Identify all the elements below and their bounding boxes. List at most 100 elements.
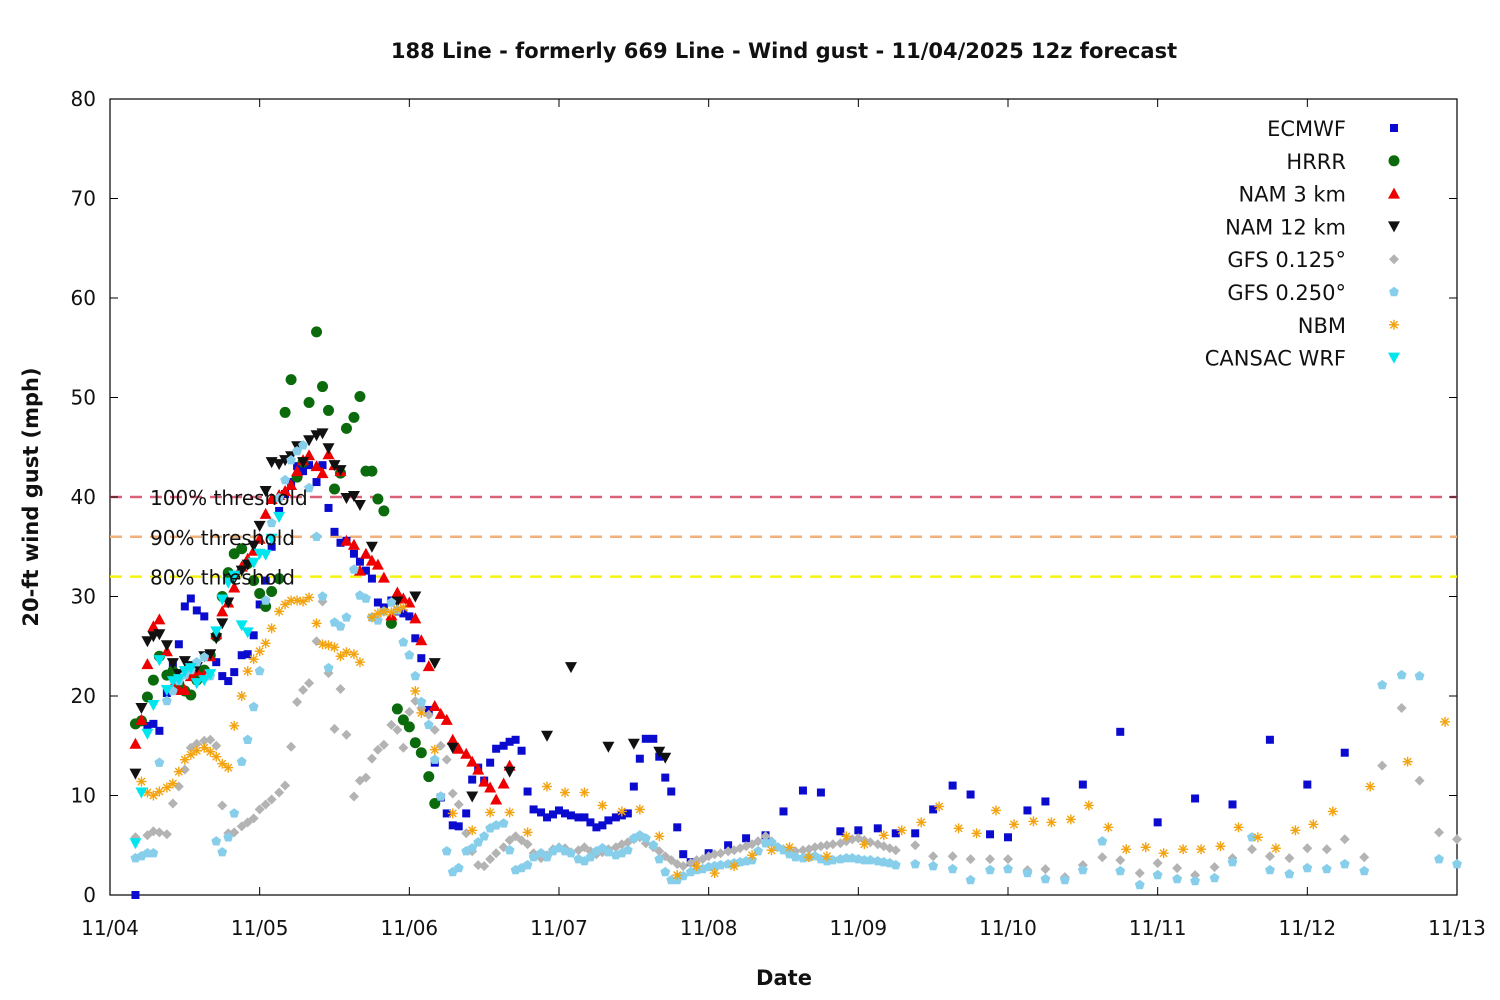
data-point xyxy=(555,806,563,815)
data-point xyxy=(504,807,515,818)
data-point xyxy=(260,799,271,810)
data-point xyxy=(273,573,285,585)
data-point xyxy=(131,891,140,899)
data-point xyxy=(200,612,209,621)
data-point xyxy=(1140,842,1151,853)
data-point xyxy=(947,863,958,874)
data-point xyxy=(141,658,154,670)
data-point xyxy=(1134,879,1145,890)
data-point xyxy=(274,787,285,798)
data-point xyxy=(435,791,446,801)
data-point xyxy=(211,836,222,846)
data-point xyxy=(1116,727,1125,736)
data-point xyxy=(1440,716,1451,727)
data-point xyxy=(654,831,665,842)
data-point xyxy=(186,594,195,603)
data-point xyxy=(559,787,570,798)
data-point xyxy=(566,811,575,820)
data-point xyxy=(253,520,266,532)
data-point xyxy=(274,492,285,503)
data-point xyxy=(230,668,239,677)
data-point xyxy=(1023,806,1032,815)
data-point xyxy=(167,778,178,789)
data-point xyxy=(292,696,303,707)
data-point xyxy=(329,642,340,653)
legend-marker xyxy=(1389,254,1399,265)
data-point xyxy=(1452,834,1462,845)
series-nam-12-km xyxy=(129,428,672,803)
data-point xyxy=(292,595,303,606)
data-point xyxy=(192,606,201,615)
data-point xyxy=(248,813,259,824)
data-point xyxy=(286,455,296,465)
data-point xyxy=(304,678,315,689)
data-point xyxy=(486,758,495,767)
data-point xyxy=(485,807,496,818)
data-point xyxy=(448,821,457,830)
data-point xyxy=(216,618,229,630)
data-point xyxy=(266,623,277,634)
data-point xyxy=(409,591,422,603)
data-point xyxy=(586,818,595,827)
data-point xyxy=(235,565,248,577)
data-point xyxy=(399,609,408,618)
data-point xyxy=(366,753,377,764)
data-point xyxy=(311,618,322,629)
x-axis-label: Date xyxy=(756,966,812,990)
data-point xyxy=(153,629,166,641)
data-point xyxy=(328,460,341,472)
data-point xyxy=(298,685,309,696)
data-point xyxy=(1327,806,1338,817)
data-point xyxy=(1308,819,1319,830)
data-point xyxy=(429,797,441,809)
data-point xyxy=(129,838,142,850)
data-point xyxy=(222,597,235,609)
data-point xyxy=(453,799,464,810)
data-point xyxy=(154,786,165,797)
data-point xyxy=(143,721,152,730)
data-point xyxy=(1270,843,1281,854)
data-point xyxy=(329,483,340,495)
data-point xyxy=(235,620,248,632)
data-point xyxy=(285,374,297,386)
data-point xyxy=(340,534,353,546)
data-point xyxy=(141,691,153,703)
data-point xyxy=(212,658,221,667)
data-point xyxy=(340,492,353,504)
data-point xyxy=(479,831,490,841)
data-point xyxy=(372,744,383,755)
data-point xyxy=(724,841,733,850)
data-point xyxy=(965,874,976,885)
data-point xyxy=(491,848,502,859)
data-point xyxy=(149,719,158,728)
data-point xyxy=(185,749,196,760)
data-point xyxy=(153,655,166,667)
data-point xyxy=(305,461,314,470)
data-point xyxy=(679,850,688,859)
legend-entry-label: ECMWF xyxy=(1267,117,1346,141)
data-point xyxy=(335,621,346,631)
data-point xyxy=(790,852,801,862)
data-point xyxy=(155,726,164,735)
data-point xyxy=(1414,775,1425,786)
chart-title: 188 Line - formerly 669 Line - Wind gust… xyxy=(391,39,1177,63)
data-point xyxy=(505,737,514,746)
data-point xyxy=(254,588,266,600)
data-point xyxy=(667,787,676,796)
data-point xyxy=(929,805,938,814)
data-point xyxy=(574,813,583,822)
data-point xyxy=(603,847,614,857)
data-point xyxy=(1377,760,1388,771)
data-point xyxy=(204,669,217,681)
data-point xyxy=(228,570,241,582)
series-gfs-0-250- xyxy=(130,440,1462,890)
data-point xyxy=(147,699,160,711)
data-point xyxy=(261,576,270,585)
data-point xyxy=(216,594,229,606)
data-point xyxy=(311,326,323,338)
x-axis: 11/04 11/05 11/06 11/07 11/08 11/09 11/10 11/11… xyxy=(81,99,1486,940)
data-point xyxy=(566,848,576,858)
data-point xyxy=(298,440,308,450)
data-point xyxy=(492,744,501,753)
data-points xyxy=(129,326,1462,899)
